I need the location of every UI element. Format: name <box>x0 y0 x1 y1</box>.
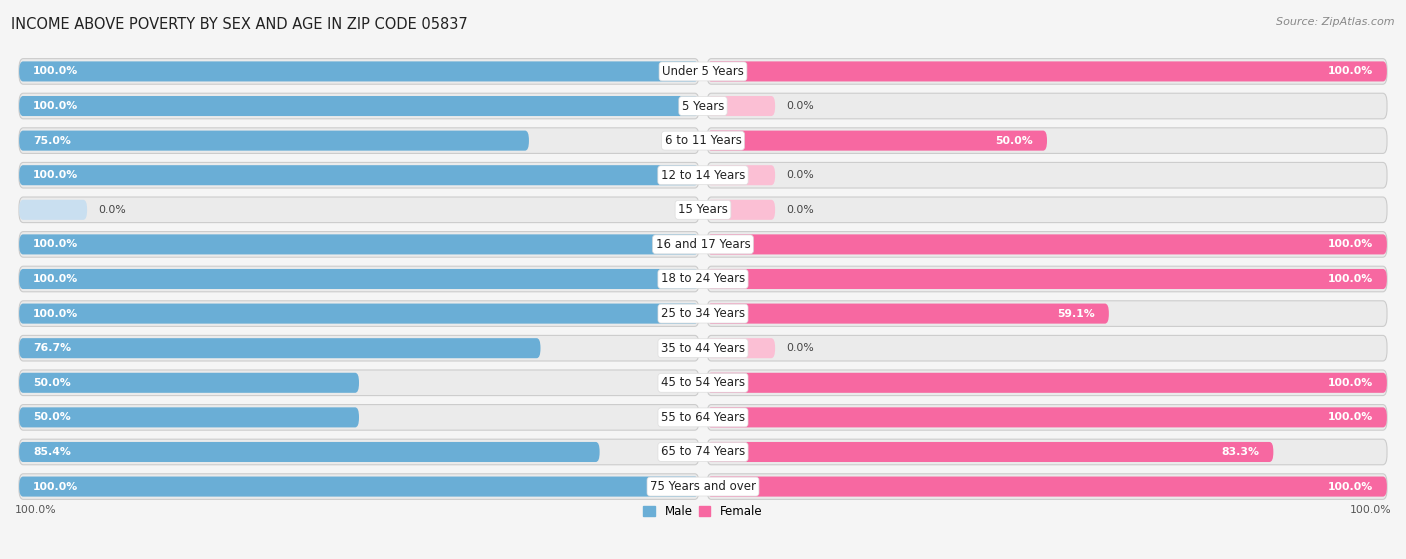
FancyBboxPatch shape <box>20 304 699 324</box>
FancyBboxPatch shape <box>707 200 775 220</box>
FancyBboxPatch shape <box>707 474 1386 499</box>
FancyBboxPatch shape <box>20 301 699 326</box>
Text: 100.0%: 100.0% <box>1327 378 1374 388</box>
Text: Source: ZipAtlas.com: Source: ZipAtlas.com <box>1277 17 1395 27</box>
FancyBboxPatch shape <box>20 335 699 361</box>
FancyBboxPatch shape <box>707 131 1047 151</box>
FancyBboxPatch shape <box>707 405 1386 430</box>
FancyBboxPatch shape <box>707 370 1386 396</box>
FancyBboxPatch shape <box>20 93 699 119</box>
FancyBboxPatch shape <box>20 476 699 496</box>
Text: 100.0%: 100.0% <box>32 274 79 284</box>
Text: 18 to 24 Years: 18 to 24 Years <box>661 272 745 286</box>
FancyBboxPatch shape <box>707 93 1386 119</box>
Text: 100.0%: 100.0% <box>1327 481 1374 491</box>
FancyBboxPatch shape <box>707 234 1386 254</box>
Text: 100.0%: 100.0% <box>1327 239 1374 249</box>
Text: 76.7%: 76.7% <box>32 343 72 353</box>
FancyBboxPatch shape <box>707 165 775 185</box>
Text: 85.4%: 85.4% <box>32 447 70 457</box>
FancyBboxPatch shape <box>20 408 359 428</box>
Text: 0.0%: 0.0% <box>786 170 814 180</box>
Legend: Male, Female: Male, Female <box>638 500 768 523</box>
Text: 100.0%: 100.0% <box>1350 505 1391 515</box>
FancyBboxPatch shape <box>20 373 359 393</box>
FancyBboxPatch shape <box>20 231 699 257</box>
FancyBboxPatch shape <box>707 61 1386 82</box>
Text: 100.0%: 100.0% <box>32 170 79 180</box>
Text: 100.0%: 100.0% <box>32 67 79 77</box>
FancyBboxPatch shape <box>20 266 699 292</box>
FancyBboxPatch shape <box>707 476 1386 496</box>
Text: 15 Years: 15 Years <box>678 203 728 216</box>
Text: 45 to 54 Years: 45 to 54 Years <box>661 376 745 389</box>
FancyBboxPatch shape <box>707 197 1386 222</box>
FancyBboxPatch shape <box>20 269 699 289</box>
FancyBboxPatch shape <box>707 231 1386 257</box>
FancyBboxPatch shape <box>707 408 1386 428</box>
FancyBboxPatch shape <box>20 405 699 430</box>
FancyBboxPatch shape <box>20 131 529 151</box>
Text: 65 to 74 Years: 65 to 74 Years <box>661 446 745 458</box>
Text: 5 Years: 5 Years <box>682 100 724 112</box>
FancyBboxPatch shape <box>707 338 775 358</box>
FancyBboxPatch shape <box>20 59 699 84</box>
Text: 35 to 44 Years: 35 to 44 Years <box>661 342 745 355</box>
FancyBboxPatch shape <box>707 442 1274 462</box>
Text: 100.0%: 100.0% <box>1327 274 1374 284</box>
Text: 55 to 64 Years: 55 to 64 Years <box>661 411 745 424</box>
FancyBboxPatch shape <box>707 59 1386 84</box>
Text: 75 Years and over: 75 Years and over <box>650 480 756 493</box>
Text: 50.0%: 50.0% <box>32 413 70 423</box>
FancyBboxPatch shape <box>707 128 1386 153</box>
FancyBboxPatch shape <box>20 474 699 499</box>
Text: 0.0%: 0.0% <box>786 101 814 111</box>
FancyBboxPatch shape <box>20 234 699 254</box>
Text: 100.0%: 100.0% <box>32 239 79 249</box>
Text: Under 5 Years: Under 5 Years <box>662 65 744 78</box>
FancyBboxPatch shape <box>707 373 1386 393</box>
FancyBboxPatch shape <box>707 335 1386 361</box>
FancyBboxPatch shape <box>20 439 699 465</box>
FancyBboxPatch shape <box>707 269 1386 289</box>
Text: 25 to 34 Years: 25 to 34 Years <box>661 307 745 320</box>
Text: 100.0%: 100.0% <box>15 505 56 515</box>
Text: 6 to 11 Years: 6 to 11 Years <box>665 134 741 147</box>
Text: 50.0%: 50.0% <box>995 136 1033 145</box>
FancyBboxPatch shape <box>20 442 599 462</box>
FancyBboxPatch shape <box>20 370 699 396</box>
Text: 0.0%: 0.0% <box>786 343 814 353</box>
Text: 100.0%: 100.0% <box>32 309 79 319</box>
Text: 50.0%: 50.0% <box>32 378 70 388</box>
FancyBboxPatch shape <box>20 200 87 220</box>
Text: 100.0%: 100.0% <box>32 101 79 111</box>
Text: 75.0%: 75.0% <box>32 136 70 145</box>
FancyBboxPatch shape <box>707 266 1386 292</box>
FancyBboxPatch shape <box>20 338 540 358</box>
Text: INCOME ABOVE POVERTY BY SEX AND AGE IN ZIP CODE 05837: INCOME ABOVE POVERTY BY SEX AND AGE IN Z… <box>11 17 468 32</box>
FancyBboxPatch shape <box>707 163 1386 188</box>
FancyBboxPatch shape <box>707 96 775 116</box>
Text: 16 and 17 Years: 16 and 17 Years <box>655 238 751 251</box>
Text: 100.0%: 100.0% <box>1327 413 1374 423</box>
Text: 100.0%: 100.0% <box>32 481 79 491</box>
Text: 12 to 14 Years: 12 to 14 Years <box>661 169 745 182</box>
FancyBboxPatch shape <box>20 61 699 82</box>
Text: 59.1%: 59.1% <box>1057 309 1095 319</box>
Text: 83.3%: 83.3% <box>1222 447 1260 457</box>
Text: 100.0%: 100.0% <box>1327 67 1374 77</box>
FancyBboxPatch shape <box>20 165 699 185</box>
Text: 0.0%: 0.0% <box>786 205 814 215</box>
Text: 0.0%: 0.0% <box>98 205 127 215</box>
FancyBboxPatch shape <box>20 163 699 188</box>
FancyBboxPatch shape <box>707 439 1386 465</box>
FancyBboxPatch shape <box>707 301 1386 326</box>
FancyBboxPatch shape <box>20 128 699 153</box>
FancyBboxPatch shape <box>707 304 1109 324</box>
FancyBboxPatch shape <box>20 197 699 222</box>
FancyBboxPatch shape <box>20 96 699 116</box>
